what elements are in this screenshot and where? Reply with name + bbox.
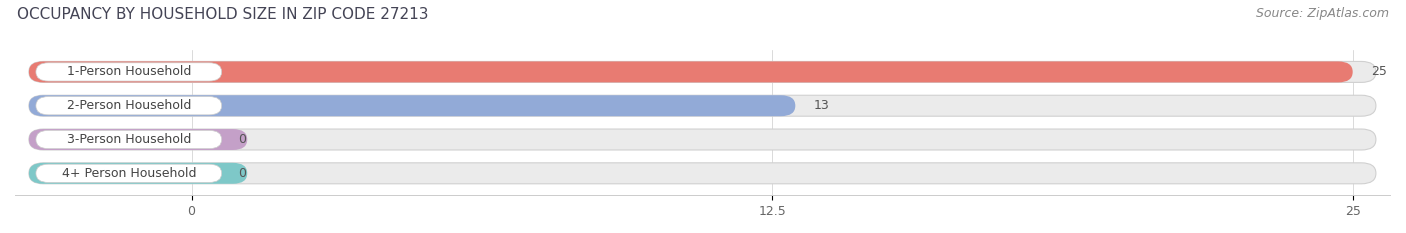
Text: 0: 0	[238, 167, 246, 180]
FancyBboxPatch shape	[37, 130, 222, 149]
Text: 25: 25	[1371, 65, 1388, 79]
Text: 2-Person Household: 2-Person Household	[66, 99, 191, 112]
FancyBboxPatch shape	[30, 62, 1353, 82]
Text: Source: ZipAtlas.com: Source: ZipAtlas.com	[1256, 7, 1389, 20]
FancyBboxPatch shape	[30, 129, 247, 150]
FancyBboxPatch shape	[30, 129, 1376, 150]
FancyBboxPatch shape	[30, 163, 1376, 184]
FancyBboxPatch shape	[30, 95, 796, 116]
FancyBboxPatch shape	[30, 95, 1376, 116]
FancyBboxPatch shape	[30, 62, 1376, 82]
FancyBboxPatch shape	[37, 164, 222, 182]
Text: 3-Person Household: 3-Person Household	[66, 133, 191, 146]
Text: 13: 13	[814, 99, 830, 112]
FancyBboxPatch shape	[37, 97, 222, 115]
Text: 1-Person Household: 1-Person Household	[66, 65, 191, 79]
Text: 4+ Person Household: 4+ Person Household	[62, 167, 195, 180]
FancyBboxPatch shape	[37, 63, 222, 81]
FancyBboxPatch shape	[30, 163, 247, 184]
Text: OCCUPANCY BY HOUSEHOLD SIZE IN ZIP CODE 27213: OCCUPANCY BY HOUSEHOLD SIZE IN ZIP CODE …	[17, 7, 429, 22]
Text: 0: 0	[238, 133, 246, 146]
